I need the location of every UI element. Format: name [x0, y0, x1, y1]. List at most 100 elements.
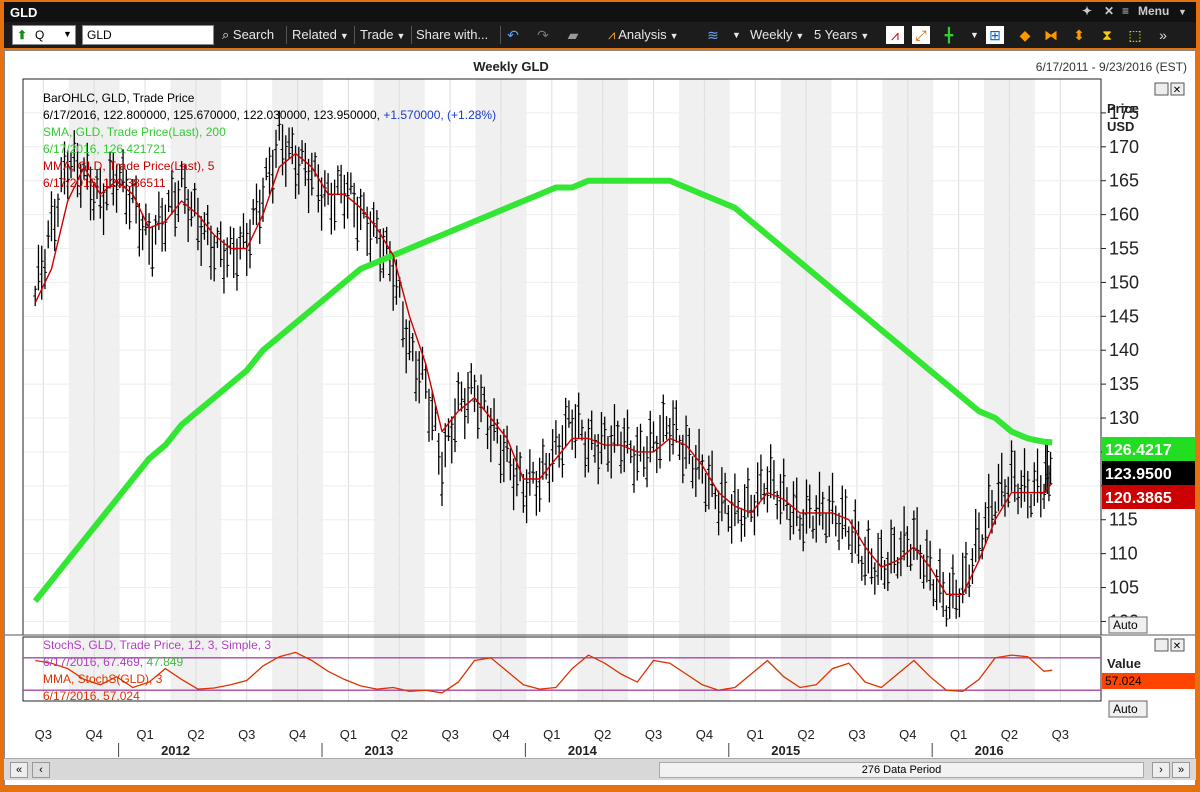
line-chart-icon[interactable]: ⩘ — [886, 26, 904, 44]
undo-icon[interactable]: ↶ — [507, 27, 519, 43]
quarter-tick-label: Q3 — [645, 727, 662, 742]
studies-icon[interactable]: ≋ — [707, 27, 719, 43]
stoch-mma-legend-name: MMA, StochS(GLD), 3 — [43, 672, 163, 686]
bar-legend-ohlc: 6/17/2016, 122.800000, 125.670000, 122.0… — [43, 108, 380, 122]
close-glyph: ✕ — [1173, 85, 1181, 96]
quarter-tick-label: Q4 — [86, 727, 103, 742]
price-tick-label: 140 — [1109, 340, 1139, 360]
year-tick-label: 2015 — [771, 743, 800, 757]
symbol-input[interactable]: GLD — [82, 25, 214, 45]
search-label: Search — [232, 27, 275, 42]
divider — [500, 26, 501, 44]
related-menu[interactable]: Related ▼ — [292, 27, 349, 42]
scroll-end-icon[interactable]: ⧓ — [1044, 27, 1058, 43]
quarter-tick-label: Q4 — [696, 727, 713, 742]
scroll-left-icon[interactable]: ‹ — [32, 762, 50, 778]
analysis-menu[interactable]: ⩘ Analysis ▼ — [608, 27, 679, 43]
zoom-chart-icon[interactable]: ⤢ — [912, 26, 930, 44]
scroll-thumb[interactable]: 276 Data Period — [659, 762, 1144, 778]
price-tick-label: 170 — [1109, 137, 1139, 157]
select-icon[interactable]: ⬚ — [1128, 27, 1142, 43]
add-icon[interactable]: ⊞ — [986, 26, 1004, 44]
bar-legend-change: +1.570000, (+1.28%) — [383, 108, 496, 122]
more-icon[interactable]: » — [1159, 27, 1167, 43]
menu-chevron-icon[interactable]: ▼ — [1178, 7, 1187, 17]
close-pane-icon[interactable] — [1170, 82, 1185, 96]
price-tick-label: 150 — [1109, 272, 1139, 292]
chart-canvas[interactable]: Weekly GLD 6/17/2011 - 9/23/2016 (EST) ✕… — [5, 51, 1195, 757]
price-tick-label: 160 — [1109, 205, 1139, 225]
menu-icon[interactable]: ≡ — [1122, 4, 1130, 18]
last-price-tag — [1102, 461, 1195, 485]
price-axis-title: Price — [1107, 101, 1139, 116]
search-button[interactable]: ⌕ Search — [222, 27, 274, 43]
window-title: GLD — [10, 5, 38, 20]
hourglass-icon[interactable]: ⧗ — [1102, 27, 1112, 43]
chevron-down-icon[interactable]: ▼ — [970, 30, 979, 40]
quarter-tick-label: Q4 — [899, 727, 916, 742]
price-tick-label: 145 — [1109, 306, 1139, 326]
symbol-type-select[interactable]: ⬆ Q ▼ — [12, 25, 76, 45]
stoch-mma-legend-value: 6/17/2016, 57.024 — [43, 689, 140, 703]
range-label: 5 Years — [814, 27, 858, 42]
scroll-start-icon[interactable]: « — [10, 762, 28, 778]
quarter-tick-label: Q4 — [289, 727, 306, 742]
divider — [286, 26, 287, 44]
chart-window: Weekly GLD 6/17/2011 - 9/23/2016 (EST) ✕… — [4, 50, 1196, 786]
interval-select[interactable]: Weekly ▼ — [750, 27, 804, 42]
toolbar: ⬆ Q ▼ GLD ⌕ Search Related ▼ Trade ▼ Share… — [4, 22, 1196, 48]
close-icon[interactable]: ✕ — [1104, 4, 1115, 18]
time-scrollbar[interactable]: « ‹ 276 Data Period › » — [4, 758, 1196, 780]
quarter-tick-label: Q2 — [797, 727, 814, 742]
chevron-down-icon: ▼ — [860, 31, 870, 41]
expand-icon[interactable]: ⬍ — [1073, 27, 1085, 43]
close-stoch-pane-icon[interactable] — [1170, 638, 1185, 652]
pin-icon[interactable]: ✦ — [1082, 4, 1093, 18]
related-label: Related — [292, 27, 337, 42]
stoch-legend: StochS, GLD, Trade Price, 12, 3, Simple,… — [43, 638, 271, 703]
sma-200-line — [32, 177, 1053, 603]
analysis-icon: ⩘ — [608, 27, 616, 42]
quarter-tick-label: Q3 — [238, 727, 255, 742]
chevron-down-icon[interactable]: ▼ — [732, 30, 741, 40]
menu-button[interactable]: Menu — [1138, 4, 1170, 18]
stoch-plot-frame — [22, 636, 1102, 702]
restore-stoch-pane-icon[interactable] — [1154, 638, 1169, 652]
price-tick-label: 130 — [1109, 408, 1139, 428]
share-button[interactable]: Share with... — [416, 27, 489, 42]
scroll-left-icon[interactable]: ◆ — [1019, 27, 1031, 43]
quarter-tick-label: Q3 — [441, 727, 458, 742]
crosshair-icon[interactable]: ╋ — [944, 27, 954, 43]
quarter-tick-label: Q2 — [187, 727, 204, 742]
stoch-legend-name: StochS, GLD, Trade Price, 12, 3, Simple,… — [43, 638, 271, 652]
stoch-value-tag-text: 57.024 — [1105, 674, 1142, 688]
restore-pane-icon[interactable] — [1154, 82, 1169, 96]
chart-title: Weekly GLD — [473, 59, 549, 74]
analysis-label: Analysis — [618, 27, 667, 42]
year-tick-label: 2016 — [975, 743, 1004, 757]
bar-legend-values: 6/17/2016, 122.800000, 125.670000, 122.0… — [43, 108, 496, 122]
chevron-down-icon: ▼ — [795, 31, 805, 41]
price-auto-button[interactable] — [1108, 616, 1148, 634]
range-select[interactable]: 5 Years ▼ — [814, 27, 869, 42]
redo-icon[interactable]: ↷ — [537, 27, 549, 43]
year-tick-label: 2013 — [364, 743, 393, 757]
data-period-label: 276 Data Period — [861, 764, 942, 776]
close-glyph: ✕ — [1173, 641, 1181, 652]
grid-lines — [23, 79, 1101, 701]
mma-legend-name: MMA, GLD, Trade Price(Last), 5 — [43, 159, 215, 173]
trade-menu[interactable]: Trade ▼ — [360, 27, 405, 42]
scroll-end-icon[interactable]: » — [1172, 762, 1190, 778]
scroll-right-icon[interactable]: › — [1152, 762, 1170, 778]
quarter-tick-label: Q1 — [136, 727, 153, 742]
price-tick-label: 115 — [1109, 510, 1138, 530]
stoch-auto-button[interactable] — [1108, 700, 1148, 718]
price-tick-label: 155 — [1109, 239, 1139, 259]
sma-value-tag-text: 126.4217 — [1105, 442, 1172, 459]
quarter-tick-label: Q1 — [543, 727, 560, 742]
chevron-down-icon: ▼ — [669, 31, 679, 41]
folder-icon[interactable]: ▰ — [567, 27, 579, 43]
divider — [354, 26, 355, 44]
quarter-tick-label: Q2 — [391, 727, 408, 742]
year-tick-label: 2014 — [568, 743, 598, 757]
